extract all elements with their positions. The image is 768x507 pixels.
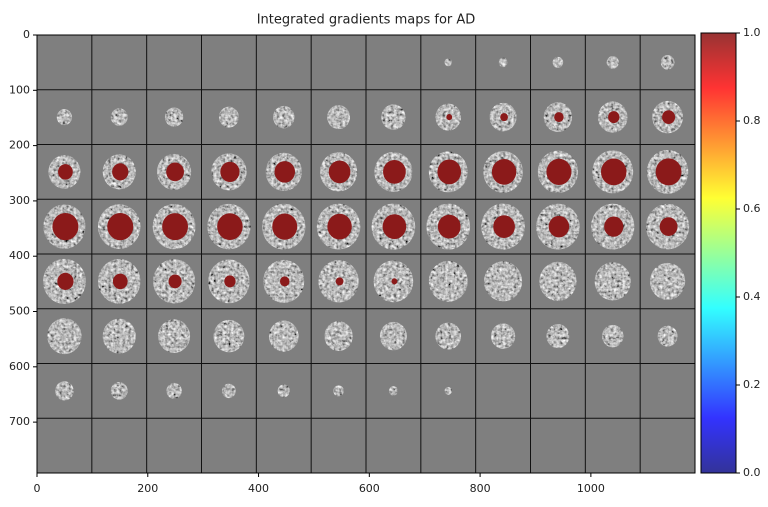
brain-slice	[327, 105, 350, 130]
brain-slice	[657, 325, 678, 347]
attribution-region	[162, 213, 188, 241]
colorbar-tick-label: 0.8	[743, 114, 761, 127]
brain-slice	[333, 385, 344, 397]
brain-slice	[277, 384, 290, 398]
y-tick-label: 400	[9, 249, 30, 262]
brain-slice	[594, 262, 631, 301]
attribution-region	[112, 273, 128, 290]
brain-slice	[388, 386, 398, 396]
brain-slice	[606, 55, 619, 69]
attribution-region	[217, 213, 243, 241]
brain-slice	[428, 260, 468, 302]
brain-slice	[110, 108, 128, 126]
brain-slice	[55, 381, 74, 401]
brain-slice	[222, 383, 236, 399]
brain-slice	[158, 319, 191, 353]
brain-slice	[102, 318, 136, 354]
brain-slice	[213, 319, 245, 353]
attribution-region	[608, 111, 620, 124]
brain-slice	[484, 261, 523, 302]
brain-slice	[166, 382, 182, 399]
brain-slice	[490, 323, 516, 349]
attribution-region	[328, 160, 351, 184]
brain-slice	[552, 56, 564, 68]
brain-slice	[110, 382, 128, 400]
brain-slice	[379, 321, 407, 351]
colorbar-tick-label: 0.6	[743, 202, 761, 215]
axes-frame	[36, 34, 696, 474]
brain-slice	[218, 106, 239, 128]
brain-slice	[546, 324, 570, 349]
attribution-region	[58, 164, 73, 180]
attribution-region	[168, 274, 182, 289]
brain-slice	[47, 318, 82, 355]
x-tick-label: 400	[248, 482, 269, 495]
attribution-region	[224, 275, 236, 288]
attribution-region	[107, 212, 134, 241]
y-tick-label: 600	[9, 360, 30, 373]
brain-slice	[602, 324, 624, 348]
attribution-region	[500, 113, 508, 122]
attribution-region	[659, 217, 678, 236]
attribution-region	[166, 162, 184, 182]
attribution-region	[220, 161, 240, 182]
brain-slice	[444, 58, 452, 67]
attribution-region	[335, 277, 344, 286]
x-tick-label: 1000	[577, 482, 605, 495]
colorbar-tick-label: 0.0	[743, 466, 761, 479]
attribution-region	[52, 212, 79, 241]
attribution-region	[546, 158, 572, 186]
brain-slice	[268, 320, 299, 352]
attribution-region	[437, 214, 461, 239]
attribution-region	[391, 278, 398, 285]
attribution-region	[446, 114, 453, 121]
attribution-region	[272, 213, 298, 240]
attribution-region	[548, 215, 570, 238]
attribution-region	[600, 158, 627, 186]
brain-slice	[324, 321, 353, 352]
brain-slice	[649, 262, 686, 300]
brain-slice	[498, 57, 508, 68]
colorbar-tick-label: 0.4	[743, 290, 761, 303]
x-tick-label: 0	[34, 482, 41, 495]
brain-slice	[164, 107, 184, 127]
y-tick-label: 300	[9, 194, 30, 207]
attribution-region	[279, 276, 290, 287]
brain-slice	[539, 261, 577, 301]
x-tick-label: 200	[137, 482, 158, 495]
brain-slice	[56, 109, 73, 126]
attribution-region	[437, 159, 462, 185]
x-tick-label: 800	[470, 482, 491, 495]
attribution-region	[57, 272, 74, 290]
colorbar-tick-label: 1.0	[743, 26, 761, 39]
attribution-region	[112, 163, 129, 181]
y-tick-label: 700	[9, 415, 30, 428]
brain-slice	[435, 322, 462, 350]
y-tick-label: 500	[9, 305, 30, 318]
attribution-region	[327, 213, 352, 240]
attribution-region	[493, 215, 515, 239]
y-tick-label: 200	[9, 139, 30, 152]
x-tick-label: 600	[359, 482, 380, 495]
attribution-region	[382, 214, 407, 240]
attribution-region	[662, 110, 676, 124]
attribution-region	[383, 159, 406, 184]
colorbar-tick-label: 0.2	[743, 378, 761, 391]
brain-slice	[381, 104, 406, 130]
attribution-region	[554, 112, 564, 123]
attribution-region	[655, 158, 682, 186]
attribution-region	[604, 216, 624, 237]
brain-slice	[444, 387, 452, 395]
y-tick-label: 0	[23, 28, 30, 41]
y-tick-label: 100	[9, 83, 30, 96]
attribution-region	[274, 161, 296, 183]
colorbar	[700, 32, 737, 474]
brain-slice	[273, 105, 295, 129]
attribution-region	[491, 159, 517, 185]
brain-slice	[660, 55, 675, 70]
chart-title: Integrated gradients maps for AD	[257, 13, 476, 28]
